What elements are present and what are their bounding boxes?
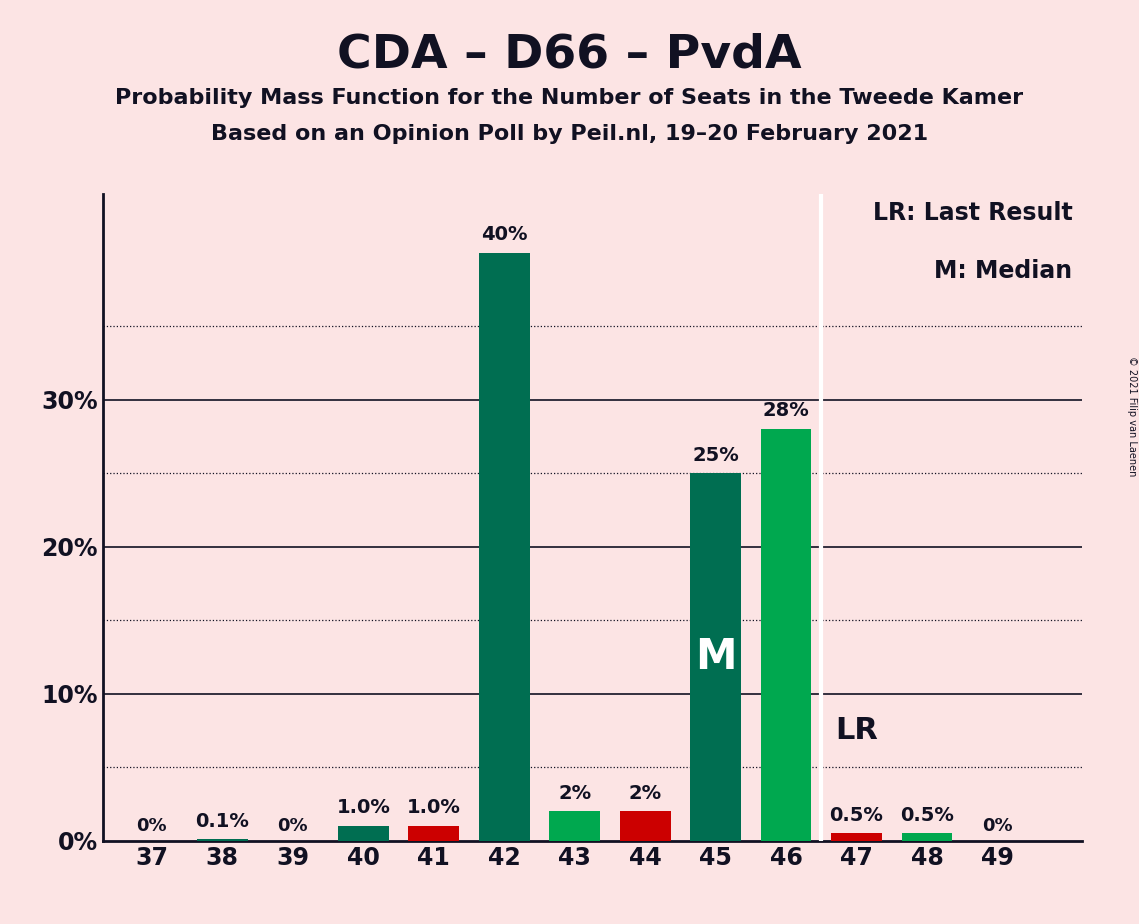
- Text: 0%: 0%: [278, 817, 308, 835]
- Text: 0.1%: 0.1%: [196, 811, 249, 831]
- Text: 0%: 0%: [137, 817, 167, 835]
- Text: 2%: 2%: [629, 784, 662, 803]
- Bar: [338, 826, 388, 841]
- Bar: [902, 833, 952, 841]
- Text: 40%: 40%: [481, 225, 527, 244]
- Text: CDA – D66 – PvdA: CDA – D66 – PvdA: [337, 32, 802, 78]
- Text: 2%: 2%: [558, 784, 591, 803]
- Text: © 2021 Filip van Laenen: © 2021 Filip van Laenen: [1126, 356, 1137, 476]
- Text: 1.0%: 1.0%: [336, 798, 391, 818]
- Bar: [549, 811, 600, 841]
- Text: M: Median: M: Median: [934, 259, 1072, 283]
- Text: 0%: 0%: [982, 817, 1013, 835]
- Bar: [478, 253, 530, 841]
- Text: Based on an Opinion Poll by Peil.nl, 19–20 February 2021: Based on an Opinion Poll by Peil.nl, 19–…: [211, 124, 928, 144]
- Text: LR: Last Result: LR: Last Result: [872, 201, 1072, 225]
- Text: 25%: 25%: [693, 445, 739, 465]
- Bar: [690, 473, 741, 841]
- Bar: [197, 839, 247, 841]
- Text: 0.5%: 0.5%: [829, 806, 884, 824]
- Bar: [409, 826, 459, 841]
- Bar: [761, 430, 811, 841]
- Text: 28%: 28%: [763, 401, 810, 420]
- Bar: [831, 833, 882, 841]
- Text: M: M: [695, 636, 736, 678]
- Text: Probability Mass Function for the Number of Seats in the Tweede Kamer: Probability Mass Function for the Number…: [115, 88, 1024, 108]
- Bar: [620, 811, 671, 841]
- Text: 0.5%: 0.5%: [900, 806, 954, 824]
- Text: LR: LR: [835, 716, 878, 746]
- Text: 1.0%: 1.0%: [407, 798, 460, 818]
